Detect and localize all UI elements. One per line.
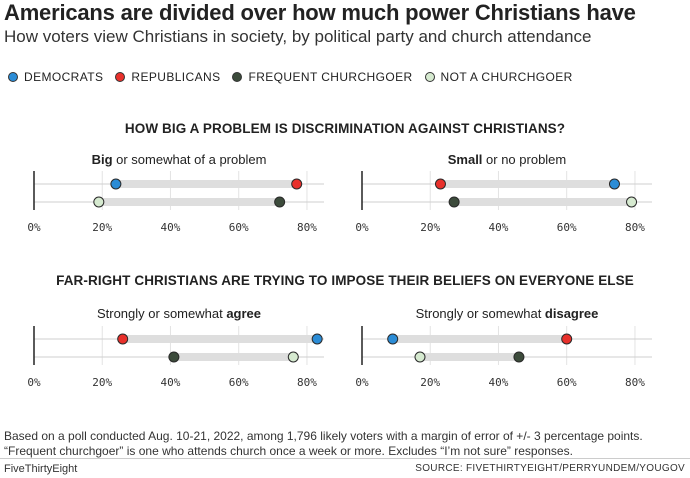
footnote: Based on a poll conducted Aug. 10-21, 20… xyxy=(4,429,643,459)
section-heading-discrimination: HOW BIG A PROBLEM IS DISCRIMINATION AGAI… xyxy=(124,121,566,136)
panel-title-rest: or no problem xyxy=(482,152,567,167)
tick-label: 60% xyxy=(229,221,249,234)
dot-frequent-churchgoer xyxy=(513,351,525,363)
legend-label-republicans: REPUBLICANS xyxy=(131,70,221,84)
panel-title-agree: Strongly or somewhat agree xyxy=(34,306,324,321)
dot-democrats xyxy=(387,333,399,345)
legend-dot-republicans xyxy=(115,72,126,82)
tick-label: 80% xyxy=(625,221,645,234)
range-bar xyxy=(98,198,280,206)
panel-title-rest: or somewhat of a problem xyxy=(112,152,267,167)
dot-frequent-churchgoer xyxy=(168,351,180,363)
dot-not-a-churchgoer xyxy=(287,351,299,363)
dot-republicans xyxy=(434,178,446,190)
tick-label: 40% xyxy=(161,221,181,234)
dot-frequent-churchgoer xyxy=(274,196,286,208)
tick-label: 60% xyxy=(557,221,577,234)
range-bar xyxy=(440,180,615,188)
tick-label: 20% xyxy=(420,221,440,234)
range-bar xyxy=(122,335,318,343)
range-bar xyxy=(392,335,567,343)
tick-label: 0% xyxy=(355,376,369,389)
panel-title-pre: Strongly or somewhat xyxy=(96,306,227,321)
tick-label: 0% xyxy=(27,221,41,234)
source-credit: SOURCE: FIVETHIRTYEIGHT/PERRYUNDEM/YOUGO… xyxy=(415,463,685,474)
tick-label: 80% xyxy=(297,376,317,389)
legend-dot-frequent-churchgoer xyxy=(232,72,243,82)
panel-title-disagree: Strongly or somewhat disagree xyxy=(362,306,652,321)
footnote-line-poll: Based on a poll conducted Aug. 10-21, 20… xyxy=(4,429,643,443)
footer-divider xyxy=(0,458,690,459)
legend-label-democrats: DEMOCRATS xyxy=(24,70,104,84)
tick-label: 40% xyxy=(489,376,509,389)
panel-title-big-problem: Big or somewhat of a problem xyxy=(34,152,324,167)
dot-democrats xyxy=(311,333,323,345)
dot-frequent-churchgoer xyxy=(448,196,460,208)
chart-subtitle: How voters view Christians in society, b… xyxy=(4,27,592,46)
tick-label: 40% xyxy=(489,221,509,234)
legend-dot-not-a-churchgoer xyxy=(424,72,435,82)
legend-label-frequent-churchgoer: FREQUENT CHURCHGOER xyxy=(248,70,413,84)
legend: DEMOCRATS REPUBLICANS FREQUENT CHURCHGOE… xyxy=(8,70,585,84)
panel-title-pre: Strongly or somewhat xyxy=(415,306,545,321)
tick-label: 40% xyxy=(161,376,181,389)
panel-title-bold: Big xyxy=(91,152,113,167)
tick-label: 20% xyxy=(92,376,112,389)
range-bar xyxy=(173,353,294,361)
dot-not-a-churchgoer xyxy=(414,351,426,363)
dot-not-a-churchgoer xyxy=(626,196,638,208)
tick-label: 80% xyxy=(625,376,645,389)
range-bar xyxy=(115,180,297,188)
legend-item-republicans: REPUBLICANS xyxy=(115,70,220,84)
panel-title-bold: Small xyxy=(447,152,483,167)
dot-democrats xyxy=(608,178,620,190)
chart-title: Americans are divided over how much powe… xyxy=(4,0,636,25)
legend-item-not-a-churchgoer: NOT A CHURCHGOER xyxy=(424,70,573,84)
legend-item-democrats: DEMOCRATS xyxy=(8,70,103,84)
legend-dot-democrats xyxy=(8,72,18,82)
panel-title-small-problem: Small or no problem xyxy=(362,152,652,167)
brand-name: FiveThirtyEight xyxy=(4,463,78,475)
tick-label: 60% xyxy=(557,376,577,389)
tick-label: 20% xyxy=(420,376,440,389)
tick-label: 0% xyxy=(27,376,41,389)
tick-label: 80% xyxy=(297,221,317,234)
dot-republicans xyxy=(561,333,573,345)
legend-label-not-a-churchgoer: NOT A CHURCHGOER xyxy=(440,70,573,84)
tick-label: 20% xyxy=(92,221,112,234)
panel-title-bold: disagree xyxy=(544,306,599,321)
footnote-line-definition: “Frequent churchgoer” is one who attends… xyxy=(4,444,573,458)
range-bar xyxy=(420,353,519,361)
legend-item-frequent-churchgoer: FREQUENT CHURCHGOER xyxy=(232,70,412,84)
range-bar xyxy=(454,198,632,206)
panel-title-bold: agree xyxy=(226,306,262,321)
dot-republicans xyxy=(117,333,129,345)
dot-democrats xyxy=(110,178,122,190)
tick-label: 0% xyxy=(355,221,369,234)
dot-republicans xyxy=(291,178,303,190)
dot-not-a-churchgoer xyxy=(93,196,105,208)
section-heading-impose-beliefs: FAR-RIGHT CHRISTIANS ARE TRYING TO IMPOS… xyxy=(56,273,634,288)
tick-label: 60% xyxy=(229,376,249,389)
